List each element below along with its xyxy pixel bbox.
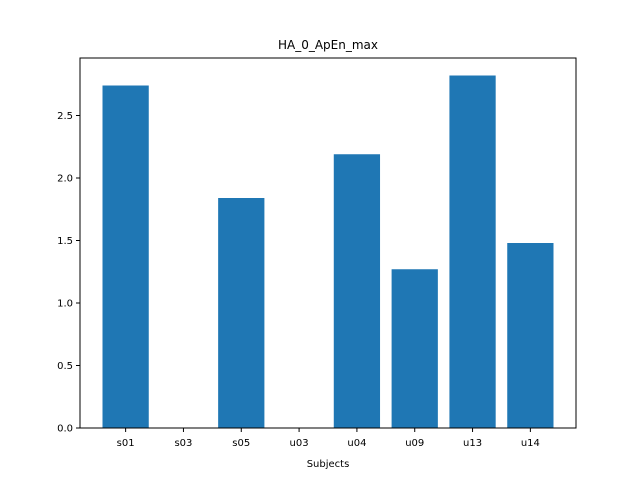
- bar-s01: [102, 85, 149, 428]
- x-tick-label: s05: [232, 438, 250, 449]
- x-axis-label: Subjects: [307, 459, 350, 470]
- bar-u09: [391, 269, 438, 428]
- y-tick-label: 2.0: [57, 174, 73, 185]
- bar-s05: [218, 198, 265, 428]
- y-axis-ticks: 0.0 0.5 1.0 1.5 2.0 2.5: [57, 111, 80, 435]
- x-tick-label: s01: [117, 438, 135, 449]
- y-tick-label: 0.5: [57, 361, 73, 372]
- bar-u13: [449, 75, 496, 428]
- y-tick-label: 1.0: [57, 299, 73, 310]
- x-tick-label: u03: [290, 438, 309, 449]
- bars-group: [102, 75, 554, 428]
- plot-frame: [79, 57, 577, 429]
- y-tick-label: 0.0: [57, 424, 73, 435]
- chart-title: HA_0_ApEn_max: [278, 38, 378, 52]
- x-tick-label: s03: [174, 438, 192, 449]
- y-tick-label: 1.5: [57, 236, 73, 247]
- x-tick-label: u04: [347, 438, 366, 449]
- x-tick-label: u14: [521, 438, 540, 449]
- bar-u04: [333, 154, 381, 428]
- x-axis-ticks: s01 s03 s05 u03 u04 u09 u13 u14: [117, 428, 540, 449]
- x-tick-label: u13: [463, 438, 482, 449]
- bar-u14: [507, 243, 554, 428]
- y-tick-label: 2.5: [57, 111, 73, 122]
- x-tick-label: u09: [405, 438, 424, 449]
